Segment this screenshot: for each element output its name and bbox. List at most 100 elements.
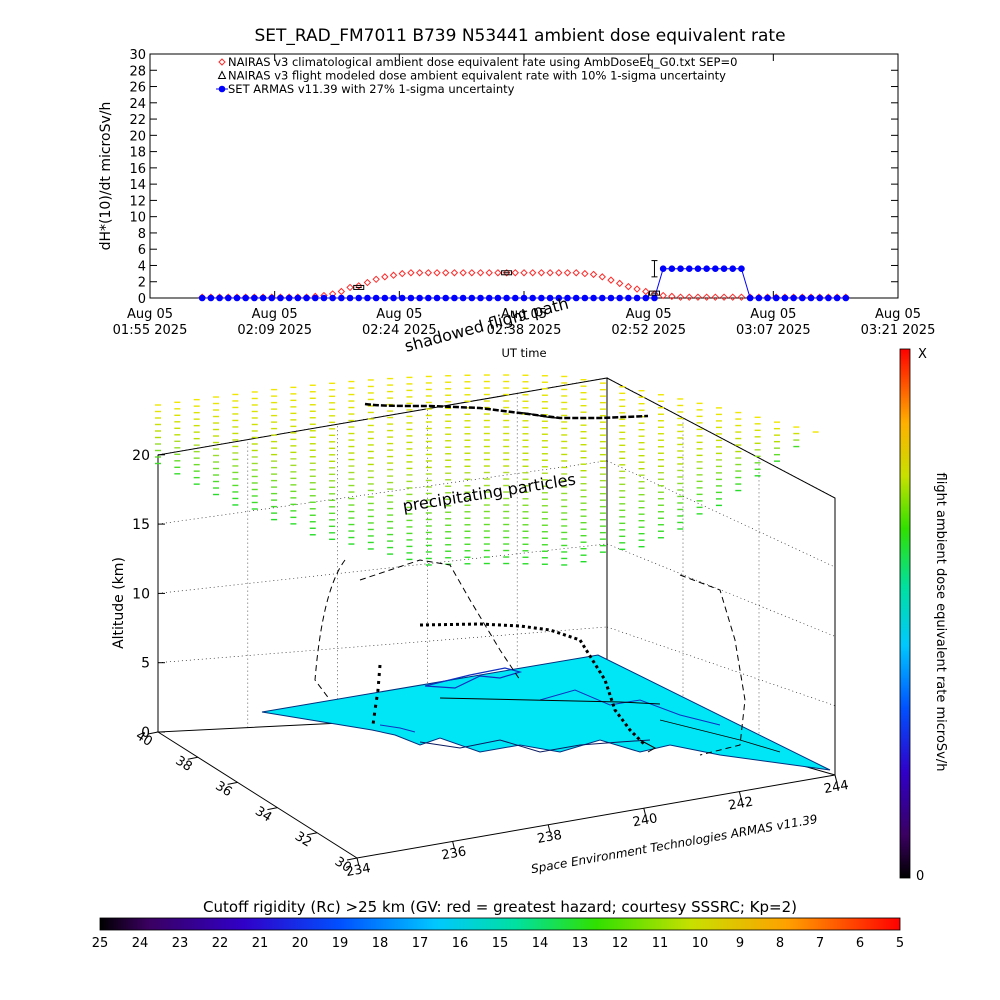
climatology-point	[685, 293, 693, 301]
armas-point	[833, 294, 841, 302]
ground-track	[439, 697, 661, 705]
armas-point	[372, 294, 380, 302]
bottom-colorbar-tick: 6	[856, 936, 864, 951]
climatology-point	[720, 293, 728, 301]
annotation-precipitating-particles: precipitating particles	[401, 470, 577, 516]
armas-point	[581, 294, 589, 302]
armas-point	[364, 294, 371, 302]
armas-point	[772, 294, 780, 302]
latitude-tick-mark	[227, 781, 238, 785]
y-tick-label: 2	[138, 276, 146, 291]
x-tick-date: Aug 05	[750, 307, 796, 322]
armas-point	[572, 294, 580, 302]
armas-point	[468, 294, 476, 302]
x-tick-date: Aug 05	[626, 307, 672, 322]
grid-line	[157, 543, 608, 594]
climatology-point	[546, 269, 554, 277]
armas-point	[251, 294, 258, 302]
series-layer	[198, 260, 850, 302]
bottom-colorbar-tick: 25	[92, 936, 109, 951]
armas-point	[503, 294, 510, 302]
x-tick-date: Aug 05	[501, 307, 547, 322]
longitude-tick-mark	[356, 857, 360, 867]
flight-projection-wall	[359, 559, 521, 681]
altitude-tick-label: 20	[132, 448, 150, 464]
climatology-point	[528, 269, 537, 277]
climatology-point	[346, 283, 354, 292]
y-tick-label: 14	[129, 178, 146, 193]
colorbar-max-label: X	[918, 347, 927, 362]
climatology-point	[642, 287, 650, 296]
armas-point	[233, 294, 241, 302]
climatology-point	[372, 275, 380, 284]
latitude-tick-mark	[187, 756, 198, 760]
climatology-point	[737, 293, 746, 301]
y-tick-label: 6	[138, 243, 146, 258]
bottom-colorbar-tick: 24	[132, 936, 149, 951]
armas-point	[320, 294, 328, 302]
armas-point	[294, 294, 302, 302]
nairas-flight-point	[353, 284, 365, 290]
flight-projection-left	[314, 559, 346, 701]
climatology-point	[668, 292, 676, 301]
climatology-point	[563, 269, 572, 277]
armas-point	[729, 265, 737, 273]
armas-point	[459, 294, 467, 302]
armas-point	[520, 294, 528, 302]
bottom-colorbar-label: Cutoff rigidity (Rc) >25 km (GV: red = g…	[203, 898, 797, 916]
climatology-point	[572, 269, 580, 277]
legend-entry: SET ARMAS v11.39 with 27% 1-sigma uncert…	[228, 82, 515, 96]
longitude-tick-label: 238	[536, 828, 563, 847]
ground-track-end	[639, 739, 657, 753]
armas-point	[451, 294, 458, 302]
x-tick-time: 02:24 2025	[362, 323, 437, 338]
bottom-colorbar-tick: 20	[292, 936, 309, 951]
armas-point	[590, 294, 597, 302]
longitude-tick-label: 240	[632, 811, 659, 830]
x-tick-time: 02:38 2025	[487, 323, 562, 338]
y-tick-label: 12	[129, 194, 146, 209]
armas-point	[694, 265, 702, 273]
bottom-colorbar-tick: 5	[896, 936, 904, 951]
coastline-features	[379, 667, 781, 753]
cutoff-rigidity-colorbar	[99, 917, 901, 931]
bottom-colorbar-tick: 21	[252, 936, 269, 951]
latitude-tick-label: 40	[133, 728, 155, 749]
altitude-tick-label: 10	[132, 586, 150, 602]
y-tick-label: 22	[129, 113, 146, 128]
climatology-point	[711, 293, 720, 301]
longitude-tick-label: 234	[345, 861, 372, 880]
bottom-colorbar-tick: 18	[372, 936, 389, 951]
longitude-tick-label: 236	[440, 844, 467, 863]
climatology-point	[520, 269, 528, 277]
coastline	[659, 719, 781, 753]
armas-point	[659, 265, 667, 273]
climatology-point	[511, 269, 520, 277]
climatology-point	[581, 269, 589, 278]
longitude-tick-mark	[452, 841, 456, 850]
armas-point	[642, 294, 650, 302]
colorbar-min-label: 0	[916, 869, 924, 884]
armas-point	[442, 294, 450, 302]
bottom-colorbar-tick: 11	[652, 936, 669, 951]
bottom-colorbar-tick: 15	[492, 936, 509, 951]
armas-point	[825, 294, 832, 302]
armas-point	[538, 294, 545, 302]
armas-point	[390, 294, 397, 302]
latitude-tick-label: 30	[332, 854, 354, 875]
colorbar-label: flight ambient dose equivalent rate micr…	[933, 473, 948, 772]
bottom-colorbar-tick: 22	[212, 936, 229, 951]
x-axis-label: UT time	[501, 346, 546, 360]
y-tick-label: 10	[129, 211, 146, 226]
climatology-point	[659, 291, 667, 300]
armas-point	[799, 294, 806, 302]
longitude-tick-label: 242	[727, 795, 754, 814]
flight-path-segment	[519, 412, 561, 419]
coastline	[424, 667, 523, 689]
x-tick-date: Aug 05	[376, 307, 422, 322]
x-tick-time: 02:09 2025	[237, 323, 312, 338]
grid-line	[157, 626, 608, 663]
